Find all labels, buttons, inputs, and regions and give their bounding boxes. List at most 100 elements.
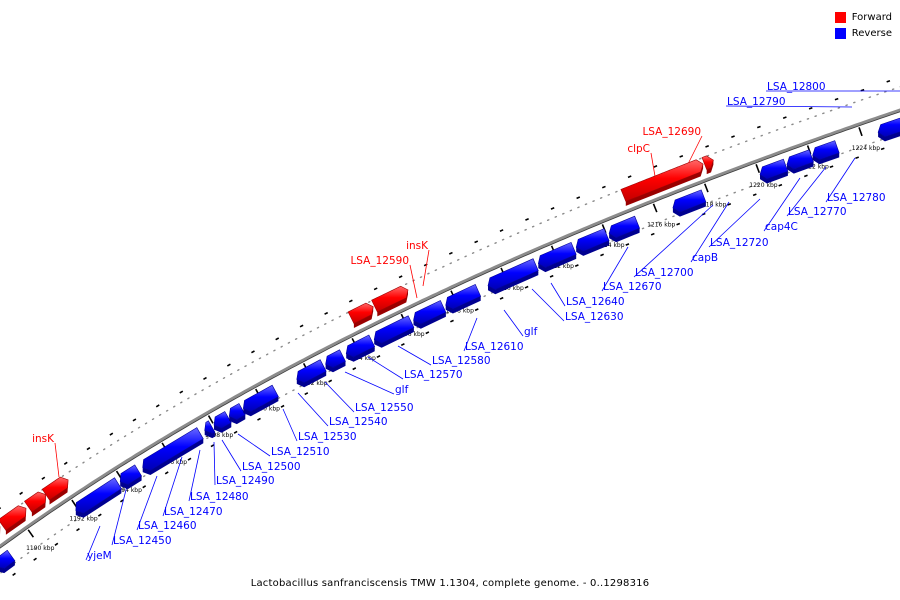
reverse-gene xyxy=(877,117,900,142)
gene-label: LSA_12540 xyxy=(329,416,388,428)
minor-tick xyxy=(650,232,655,236)
forward-gene xyxy=(371,285,409,317)
minor-tick xyxy=(880,147,885,151)
reverse-gene xyxy=(242,384,279,417)
reverse-swatch xyxy=(834,27,846,39)
minor-tick xyxy=(834,97,839,101)
backbone-line xyxy=(0,108,900,549)
reverse-gene xyxy=(537,242,577,273)
gene-body xyxy=(373,315,415,344)
leader-line xyxy=(503,309,524,337)
gene-body xyxy=(672,189,707,213)
tick-label: 1216 kbp xyxy=(647,221,675,228)
minor-tick xyxy=(132,418,137,422)
gene-body xyxy=(242,384,279,413)
gene-side xyxy=(75,488,122,518)
gene-labels: insKLSA_12590insKclpCLSA_12690yjeMLSA_12… xyxy=(32,81,885,562)
tick-label: 1190 kbp xyxy=(26,545,54,552)
backbone-edge xyxy=(0,111,900,549)
minor-tick xyxy=(142,485,147,489)
minor-tick xyxy=(76,527,80,532)
major-tick xyxy=(652,203,658,213)
minor-tick xyxy=(778,183,783,187)
leader-line xyxy=(633,204,714,278)
gene-label: LSA_12450 xyxy=(113,535,172,547)
major-tick xyxy=(858,127,863,137)
forward-track-line xyxy=(0,86,900,520)
minor-tick xyxy=(627,175,632,179)
leader-line xyxy=(324,381,355,413)
minor-tick xyxy=(574,264,579,267)
leader-line xyxy=(463,317,478,352)
minor-tick xyxy=(600,253,604,257)
legend-forward-label: Forward xyxy=(851,11,892,23)
minor-tick xyxy=(19,491,24,495)
major-tick xyxy=(755,164,761,174)
minor-tick xyxy=(54,542,59,546)
minor-tick xyxy=(886,79,891,83)
minor-tick xyxy=(280,404,285,408)
gene-label: LSA_12590 xyxy=(350,255,409,267)
minor-tick xyxy=(601,185,606,189)
gene-body xyxy=(325,349,346,369)
forward-gene xyxy=(24,491,47,517)
gene-body xyxy=(487,258,539,291)
leader-line xyxy=(344,371,395,395)
minor-tick xyxy=(499,296,504,300)
minor-tick xyxy=(448,251,453,255)
leader-line xyxy=(188,449,201,502)
minor-tick xyxy=(373,287,378,291)
reverse-gene xyxy=(608,215,640,243)
minor-tick xyxy=(782,116,787,119)
tick-label: 1220 kbp xyxy=(749,182,777,189)
tick-label: 1202 kbp xyxy=(299,380,327,387)
strand-dotted-lines xyxy=(0,86,900,574)
gene-label: LSA_12610 xyxy=(465,341,524,353)
tick-marks: 1190 kbp 1192 kbp 1194 kbp 1196 kbp 1198 kbp… xyxy=(0,79,891,577)
minor-tick xyxy=(653,165,658,168)
tick-label: 1200 kbp xyxy=(252,405,280,412)
gene-label: LSA_12480 xyxy=(190,491,249,503)
leader-line xyxy=(725,105,853,108)
minor-tick xyxy=(109,432,114,436)
minor-tick xyxy=(203,376,207,381)
gene-side xyxy=(625,164,704,206)
reverse-gene xyxy=(296,359,327,388)
tick-label: 1208 kbp xyxy=(446,308,474,315)
major-tick xyxy=(207,415,214,424)
tick-label: 1218 kbp xyxy=(698,201,726,208)
leader-line xyxy=(601,246,629,292)
gene-body xyxy=(75,477,122,514)
gene-label: LSA_12800 xyxy=(767,81,826,93)
reverse-gene xyxy=(75,477,122,518)
leader-line xyxy=(786,166,827,217)
gene-body xyxy=(345,334,376,358)
tick-label: 1222 kbp xyxy=(801,163,829,170)
gene-label: LSA_12700 xyxy=(635,267,694,279)
minor-tick xyxy=(352,367,357,371)
minor-tick xyxy=(179,390,184,394)
minor-tick xyxy=(275,337,280,341)
leader-line xyxy=(111,481,129,546)
minor-tick xyxy=(12,572,16,577)
minor-tick xyxy=(86,447,91,451)
legend-reverse-label: Reverse xyxy=(851,27,892,39)
gene-label: LSA_12510 xyxy=(271,446,330,458)
minor-tick xyxy=(752,193,757,197)
leader-line xyxy=(825,157,856,203)
tick-label: 1224 kbp xyxy=(852,145,880,152)
reverse-gene xyxy=(373,315,415,348)
gene-label: LSA_12690 xyxy=(642,126,701,138)
minor-tick xyxy=(524,285,529,289)
gene-label: LSA_12720 xyxy=(710,237,769,249)
minor-tick xyxy=(376,355,381,359)
reverse-gene xyxy=(142,427,204,475)
gene-label: LSA_12500 xyxy=(242,461,301,473)
minor-tick xyxy=(328,379,333,383)
gene-side xyxy=(31,494,46,517)
minor-tick xyxy=(499,229,504,232)
gene-body xyxy=(0,549,16,569)
gene-label: glf xyxy=(524,326,538,338)
minor-tick xyxy=(474,308,479,312)
